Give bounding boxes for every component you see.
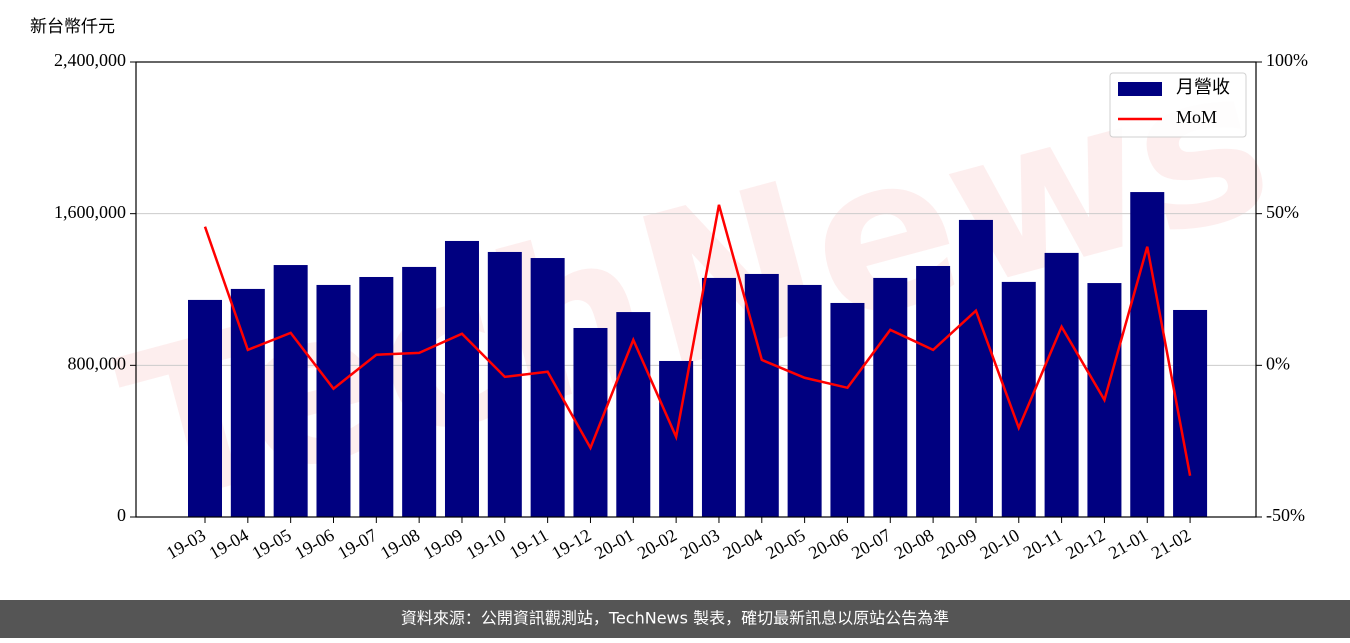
bar bbox=[230, 288, 265, 517]
x-tick-label: 19-11 bbox=[506, 525, 552, 563]
bar bbox=[530, 258, 565, 517]
bar bbox=[744, 273, 779, 517]
y2-tick-label: -50% bbox=[1266, 505, 1305, 525]
bar bbox=[787, 284, 822, 517]
footer-band bbox=[0, 600, 1350, 638]
bar bbox=[916, 265, 951, 517]
bar bbox=[830, 302, 865, 517]
x-tick-label: 19-09 bbox=[420, 525, 466, 563]
bar bbox=[616, 312, 651, 517]
x-tick-label: 20-01 bbox=[591, 525, 637, 563]
bar bbox=[487, 251, 522, 517]
bar bbox=[958, 219, 993, 517]
x-tick-label: 20-12 bbox=[1062, 525, 1108, 563]
bar bbox=[359, 276, 394, 517]
plot-frame bbox=[135, 61, 1257, 518]
y2-tick-label: 0% bbox=[1266, 353, 1290, 373]
x-tick-label: 21-02 bbox=[1148, 525, 1194, 563]
y2-tick-label: 50% bbox=[1266, 202, 1299, 222]
y-tick-label: 0 bbox=[117, 505, 126, 525]
y-tick-label: 2,400,000 bbox=[54, 50, 126, 70]
x-tick-label: 19-06 bbox=[291, 525, 337, 563]
y-axis-label: 新台幣仟元 bbox=[30, 17, 115, 37]
bar bbox=[188, 299, 222, 517]
x-tick-label: 19-10 bbox=[462, 525, 508, 563]
x-tick-label: 20-07 bbox=[848, 525, 894, 563]
bar bbox=[402, 266, 437, 517]
x-tick-label: 19-08 bbox=[377, 525, 423, 563]
bar bbox=[444, 240, 479, 517]
line bbox=[203, 204, 1192, 476]
x-tick-label: 20-11 bbox=[1020, 525, 1066, 563]
bar bbox=[1130, 192, 1165, 517]
legend-swatch bbox=[1118, 82, 1162, 96]
x-tick-label: 19-12 bbox=[548, 525, 594, 563]
bar bbox=[573, 327, 608, 517]
footer: 資料來源：公開資訊觀測站，TechNews 製表，確切最新訊息以原站公告為準 bbox=[401, 609, 949, 628]
legend-label: 月營收 bbox=[1176, 77, 1230, 97]
x-tick-label: 20-10 bbox=[976, 525, 1022, 563]
bar bbox=[273, 265, 308, 517]
x-tick-label: 20-02 bbox=[634, 525, 680, 563]
x-tick-label: 19-07 bbox=[334, 525, 380, 563]
y-tick-label: 800,000 bbox=[68, 353, 127, 373]
bar bbox=[701, 277, 736, 517]
x-tick-label: 20-04 bbox=[719, 525, 765, 563]
bar bbox=[316, 284, 351, 517]
bar bbox=[873, 277, 908, 517]
x-tick-label: 21-01 bbox=[1105, 525, 1151, 563]
x-tick-label: 20-03 bbox=[677, 525, 723, 563]
x-tick-label: 20-09 bbox=[934, 525, 980, 563]
y-tick-label: 1,600,000 bbox=[54, 202, 126, 222]
x-tick-label: 20-05 bbox=[762, 525, 808, 563]
x-tick-label: 20-08 bbox=[891, 525, 937, 563]
x-tick-label: 20-06 bbox=[805, 525, 851, 563]
y2-tick-label: 100% bbox=[1266, 50, 1308, 70]
legend-label: MoM bbox=[1176, 107, 1217, 127]
bar bbox=[1044, 252, 1079, 518]
